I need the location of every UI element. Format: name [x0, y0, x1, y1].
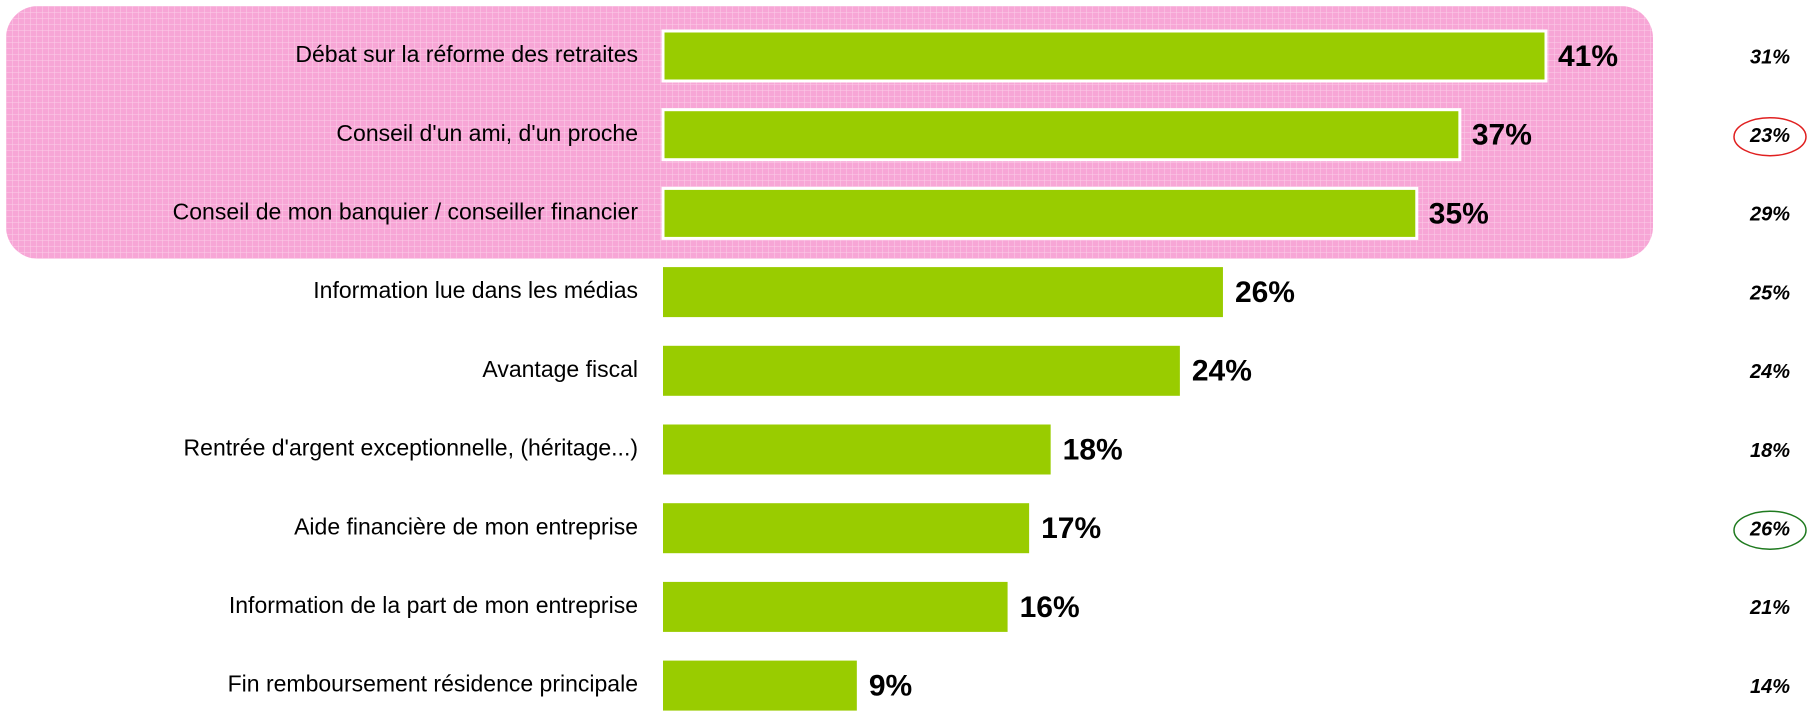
category-label: Information lue dans les médias: [313, 277, 638, 303]
bar: [663, 424, 1051, 475]
comparison-circle: [1733, 116, 1807, 157]
category-label: Rentrée d'argent exceptionnelle, (hérita…: [184, 435, 638, 461]
bar: [663, 345, 1180, 396]
comparison-label: 26%: [1749, 518, 1790, 540]
comparison-label: 14%: [1750, 676, 1790, 698]
comparison-label: 18%: [1750, 440, 1790, 462]
bar: [663, 267, 1223, 318]
value-label: 37%: [1472, 119, 1532, 152]
comparison-label: 24%: [1749, 361, 1790, 383]
value-label: 16%: [1020, 591, 1080, 624]
category-label: Débat sur la réforme des retraites: [295, 41, 638, 67]
comparison-label: 21%: [1749, 597, 1790, 619]
value-label: 41%: [1558, 40, 1618, 73]
bar: [661, 29, 1548, 83]
bar: [663, 660, 857, 711]
category-label: Information de la part de mon entreprise: [229, 592, 638, 618]
value-label: 17%: [1041, 512, 1101, 545]
category-label: Conseil de mon banquier / conseiller fin…: [173, 198, 639, 224]
bar: [663, 581, 1008, 632]
category-label: Aide financière de mon entreprise: [294, 513, 638, 539]
bar: [661, 108, 1462, 162]
value-label: 24%: [1192, 355, 1252, 388]
category-label: Fin remboursement résidence principale: [228, 671, 638, 697]
bar: [663, 503, 1030, 554]
value-label: 18%: [1063, 433, 1123, 466]
category-label: Conseil d'un ami, d'un proche: [336, 120, 638, 146]
comparison-label: 23%: [1749, 125, 1790, 147]
comparison-label: 25%: [1749, 282, 1790, 304]
category-label: Avantage fiscal: [482, 356, 638, 382]
value-label: 9%: [869, 670, 912, 703]
value-label: 26%: [1235, 276, 1295, 309]
value-label: 35%: [1429, 197, 1489, 230]
comparison-label: 29%: [1749, 204, 1790, 226]
bar: [661, 186, 1419, 240]
comparison-circle: [1733, 510, 1807, 550]
comparison-label: 31%: [1750, 46, 1790, 68]
